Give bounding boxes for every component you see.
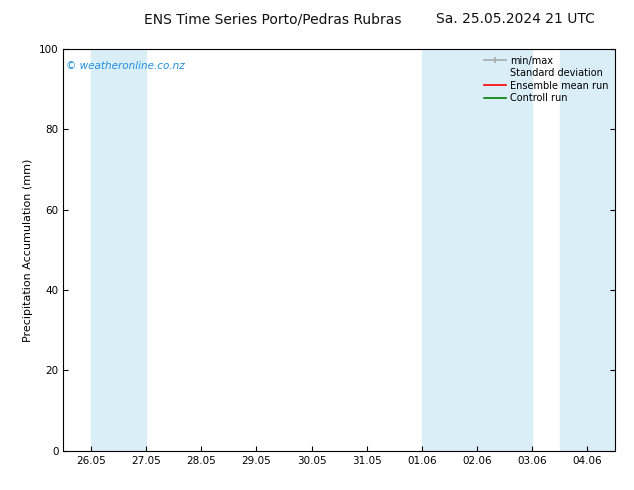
Y-axis label: Precipitation Accumulation (mm): Precipitation Accumulation (mm)	[23, 158, 34, 342]
Text: © weatheronline.co.nz: © weatheronline.co.nz	[66, 61, 185, 71]
Text: Sa. 25.05.2024 21 UTC: Sa. 25.05.2024 21 UTC	[436, 12, 595, 26]
Text: ENS Time Series Porto/Pedras Rubras: ENS Time Series Porto/Pedras Rubras	[145, 12, 402, 26]
Bar	[91, 49, 146, 451]
Bar	[422, 49, 533, 451]
Bar	[560, 49, 621, 451]
Legend: min/max, Standard deviation, Ensemble mean run, Controll run: min/max, Standard deviation, Ensemble me…	[482, 54, 610, 105]
